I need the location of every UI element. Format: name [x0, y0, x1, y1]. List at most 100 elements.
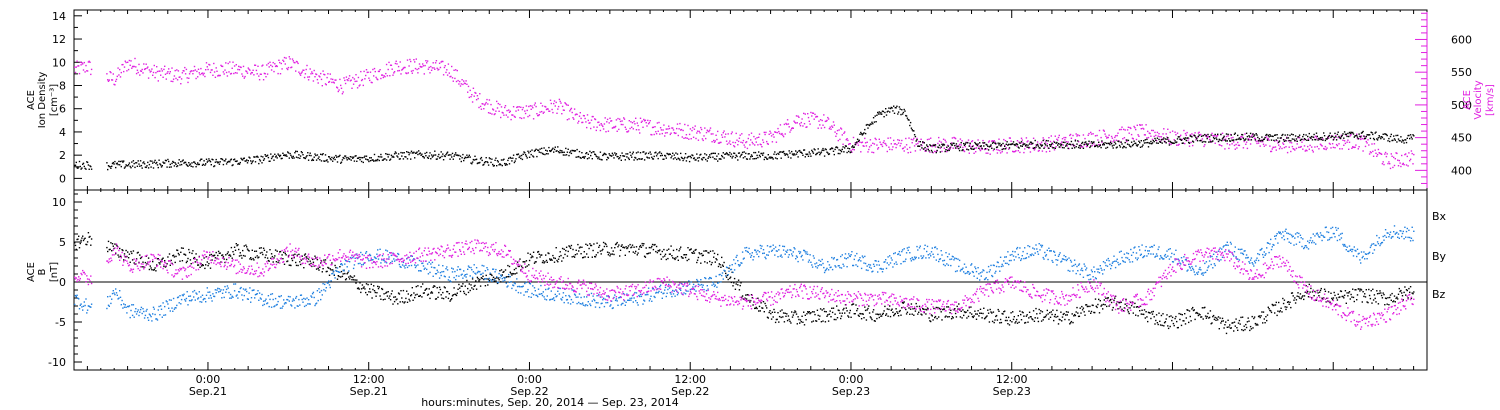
density-point — [583, 157, 585, 159]
density-point — [115, 163, 118, 165]
density-point — [827, 153, 830, 156]
density-point — [1101, 140, 1103, 142]
field-point-bx — [1014, 322, 1016, 324]
velocity-point — [868, 146, 871, 148]
field-point-bx — [890, 309, 892, 311]
velocity-point — [869, 139, 872, 141]
density-point — [123, 160, 125, 162]
field-point-bx — [1073, 315, 1075, 317]
velocity-point — [954, 137, 956, 139]
field-point-bx — [331, 262, 333, 264]
density-point — [274, 153, 276, 155]
density-point — [1202, 134, 1204, 137]
field-point-bx — [1347, 295, 1349, 297]
field-point-bx — [1048, 318, 1050, 320]
density-point — [205, 163, 207, 165]
density-point — [1364, 137, 1367, 140]
density-point — [725, 153, 727, 155]
field-point-bx — [433, 285, 435, 287]
density-point — [362, 161, 364, 164]
velocity-point — [379, 69, 381, 71]
density-point — [721, 154, 723, 157]
density-point — [859, 133, 861, 135]
field-point-bx — [1147, 311, 1150, 314]
field-point-bx — [185, 261, 188, 264]
density-point — [793, 153, 795, 155]
velocity-point — [111, 79, 113, 81]
density-point — [1311, 135, 1313, 138]
density-point — [1405, 139, 1407, 141]
density-point — [952, 142, 954, 144]
field-point-bx — [250, 257, 252, 259]
field-point-bx — [1191, 308, 1193, 310]
density-point — [559, 149, 561, 152]
field-point-bx — [630, 246, 632, 249]
density-point — [614, 154, 617, 156]
density-point — [635, 152, 638, 154]
velocity-point — [337, 90, 339, 93]
velocity-point — [426, 62, 428, 64]
density-point — [1315, 132, 1318, 134]
field-point-bx — [893, 314, 895, 317]
velocity-point — [1122, 138, 1124, 140]
density-point — [1258, 138, 1261, 140]
velocity-point — [339, 78, 341, 81]
density-point — [967, 149, 970, 151]
density-point — [489, 158, 491, 160]
velocity-point — [1178, 143, 1180, 146]
velocity-point — [755, 141, 757, 143]
density-point — [1360, 136, 1362, 138]
density-point — [476, 162, 479, 165]
density-point — [932, 144, 934, 146]
field-point-bx — [526, 265, 528, 267]
velocity-point — [1275, 149, 1277, 151]
density-point — [557, 146, 559, 148]
field-point-bx — [793, 311, 795, 314]
density-point — [629, 151, 631, 154]
velocity-point — [278, 59, 280, 61]
field-point-bx — [1126, 309, 1129, 311]
velocity-point — [147, 77, 150, 79]
velocity-point — [268, 66, 270, 68]
velocity-point — [818, 120, 820, 122]
density-point — [1056, 141, 1058, 144]
density-point — [349, 156, 352, 158]
density-point — [1254, 139, 1257, 141]
density-point — [856, 141, 858, 143]
field-point-bx — [1026, 314, 1028, 316]
density-point — [373, 153, 376, 156]
field-point-bx — [864, 309, 867, 312]
velocity-point — [468, 96, 470, 99]
density-point — [381, 159, 384, 161]
density-point — [1368, 134, 1371, 136]
field-point-bx — [438, 286, 441, 288]
velocity-point — [1016, 140, 1019, 142]
field-point-bx — [418, 295, 420, 297]
density-point — [1105, 147, 1107, 149]
velocity-point — [380, 77, 382, 80]
velocity-point — [1351, 147, 1353, 149]
density-point — [269, 160, 271, 162]
velocity-point — [1331, 143, 1334, 145]
velocity-point — [1096, 134, 1098, 137]
field-point-bx — [829, 310, 831, 312]
density-point — [184, 161, 186, 164]
velocity-point — [1181, 138, 1183, 141]
velocity-point — [1126, 140, 1128, 143]
velocity-point — [743, 144, 745, 146]
velocity-point — [1269, 145, 1271, 147]
field-point-bx — [86, 243, 88, 246]
density-point — [294, 152, 296, 154]
density-point — [540, 151, 542, 154]
velocity-point — [1032, 137, 1035, 139]
velocity-point — [653, 133, 655, 136]
field-point-bx — [131, 259, 134, 261]
density-point — [1336, 133, 1339, 136]
velocity-point — [642, 126, 644, 128]
field-point-bx — [905, 308, 907, 311]
field-point-bx — [1125, 298, 1127, 301]
velocity-point — [244, 75, 246, 78]
density-point — [1290, 140, 1292, 142]
velocity-point — [489, 112, 491, 114]
velocity-point — [1098, 129, 1101, 132]
